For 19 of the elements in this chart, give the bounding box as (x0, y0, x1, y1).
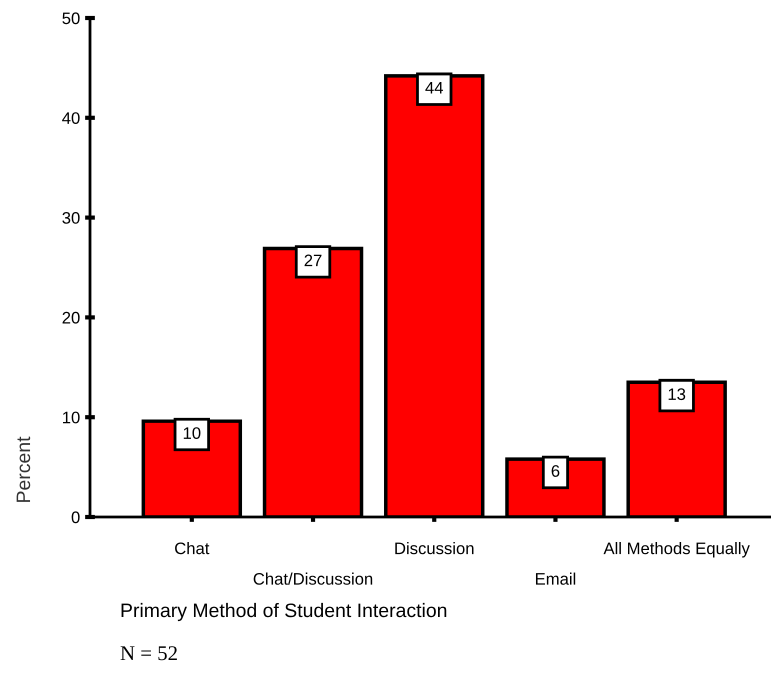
y-tick-label: 50 (62, 12, 80, 24)
x-axis-title: Primary Method of Student Interaction (122, 602, 446, 622)
y-tick-label: 40 (62, 112, 80, 124)
y-axis-title: Percent (16, 436, 30, 502)
x-tick-label: Chat (175, 542, 210, 554)
data-label: 10 (184, 427, 200, 439)
x-tick-label: Chat/Discussion (254, 572, 372, 585)
y-tick-label: 20 (62, 312, 80, 324)
text: N = 52 (120, 646, 177, 660)
y-tick-label: 0 (72, 511, 80, 524)
data-label: 44 (425, 82, 444, 94)
data-label: 27 (304, 254, 322, 266)
data-label: 13 (668, 388, 686, 400)
x-tick-label: Email (536, 572, 576, 585)
x-tick-label: All Methods Equally (604, 542, 750, 558)
y-tick-label: 10 (63, 412, 80, 424)
data-label: 6 (552, 465, 560, 477)
y-tick-label: 30 (62, 212, 80, 224)
x-tick-label: Discussion (395, 542, 474, 554)
